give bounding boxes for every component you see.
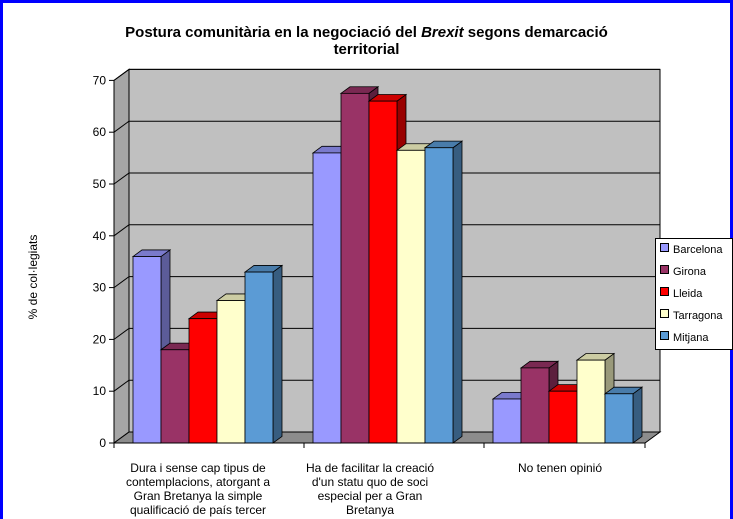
bar-tarragona bbox=[216, 300, 246, 444]
legend-swatch bbox=[660, 287, 669, 296]
x-label-line: contemplacions, atorgant a bbox=[125, 475, 271, 489]
gridline-side bbox=[113, 224, 130, 237]
legend-item-girona: Girona bbox=[660, 265, 706, 279]
bar-side-mitjana bbox=[632, 386, 643, 444]
legend-label: Tarragona bbox=[673, 310, 723, 322]
y-tick-label: 10 bbox=[93, 384, 107, 398]
legend-item-barcelona: Barcelona bbox=[660, 243, 723, 257]
x-label-line: Dura i sense cap tipus de bbox=[130, 461, 266, 475]
bar-mitjana bbox=[424, 147, 454, 444]
bar-barcelona bbox=[312, 152, 342, 444]
bar-girona bbox=[160, 349, 190, 444]
x-category-label-3: No tenen opinió bbox=[480, 461, 640, 475]
y-tick-label: 60 bbox=[93, 125, 107, 139]
y-tick-label: 30 bbox=[93, 281, 107, 295]
bar-mitjana bbox=[244, 271, 274, 444]
y-tick-label: 20 bbox=[93, 332, 107, 346]
x-category-label-2: Ha de facilitar la creació d'un statu qu… bbox=[280, 461, 460, 517]
bar-barcelona bbox=[132, 256, 162, 444]
bar-lleida bbox=[548, 390, 578, 444]
plot-side-wall bbox=[113, 68, 130, 444]
bar-lleida bbox=[188, 318, 218, 444]
legend-swatch bbox=[660, 331, 669, 340]
gridline-side bbox=[113, 172, 130, 185]
chart-title-emphasis: Brexit bbox=[421, 24, 464, 41]
x-label-line: qualificació de país tercer bbox=[129, 503, 267, 517]
chart-title-part: segons demarcació bbox=[463, 24, 608, 41]
chart-title-line-2: territorial bbox=[333, 41, 400, 58]
bar-girona bbox=[340, 92, 370, 444]
bar-mitjana bbox=[604, 393, 634, 444]
legend-item-lleida: Lleida bbox=[660, 287, 702, 301]
bar-side-mitjana bbox=[452, 140, 463, 444]
legend-label: Mitjana bbox=[673, 332, 709, 344]
gridline-side bbox=[113, 276, 130, 289]
legend-label: Barcelona bbox=[673, 244, 723, 256]
bar-lleida bbox=[368, 100, 398, 444]
legend: Barcelona Girona Lleida Tarragona Mitjan… bbox=[655, 238, 733, 350]
x-label-line: No tenen opinió bbox=[517, 461, 603, 475]
x-label-line: Ha de facilitar la creació bbox=[305, 461, 435, 475]
gridline-side bbox=[113, 68, 130, 81]
legend-swatch bbox=[660, 265, 669, 274]
bar-girona bbox=[520, 367, 550, 444]
legend-item-mitjana: Mitjana bbox=[660, 331, 708, 345]
legend-label: Girona bbox=[673, 266, 707, 278]
x-label-line: Gran Bretanya la simple bbox=[133, 489, 263, 503]
legend-swatch bbox=[660, 309, 669, 318]
chart-title-part: Postura comunitària en la negociació del bbox=[125, 24, 422, 41]
bar-side-mitjana bbox=[272, 264, 283, 444]
legend-item-tarragona: Tarragona bbox=[660, 309, 723, 323]
gridline-side bbox=[113, 327, 130, 340]
x-label-line: Bretanya bbox=[345, 503, 395, 517]
legend-swatch bbox=[660, 243, 669, 252]
x-category-label-1: Dura i sense cap tipus de contemplacions… bbox=[98, 461, 298, 517]
bar-tarragona bbox=[576, 359, 606, 444]
x-label-line: especial per a Gran bbox=[317, 489, 423, 503]
chart-title-line-1: Postura comunitària en la negociació del… bbox=[0, 24, 733, 41]
gridline-side bbox=[113, 379, 130, 392]
bar-barcelona bbox=[492, 398, 522, 444]
y-tick-label: 0 bbox=[99, 436, 106, 450]
x-label-line: d'un statu quo de soci bbox=[311, 475, 429, 489]
y-tick-label: 70 bbox=[93, 73, 107, 87]
gridline-side bbox=[113, 120, 130, 133]
bar-tarragona bbox=[396, 149, 426, 444]
chart-title: Postura comunitària en la negociació del… bbox=[0, 24, 733, 58]
y-tick-label: 40 bbox=[93, 229, 107, 243]
y-tick-label: 50 bbox=[93, 177, 107, 191]
legend-label: Lleida bbox=[673, 288, 703, 300]
